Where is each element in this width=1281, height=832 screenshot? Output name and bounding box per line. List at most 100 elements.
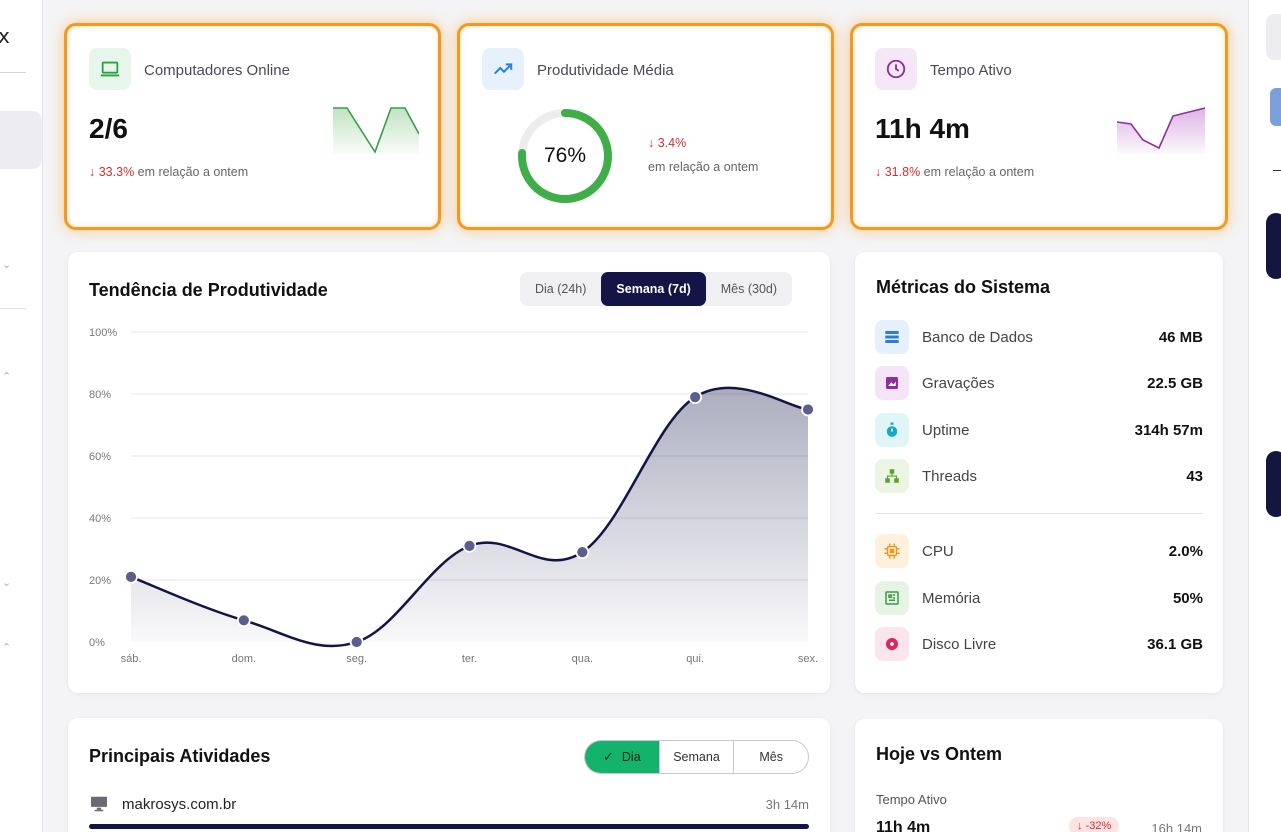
kpi-delta-text: em relação a ontem: [923, 165, 1035, 179]
activity-name: makrosys.com.br: [122, 796, 237, 813]
data-point[interactable]: [124, 569, 138, 584]
kpi-productivity-card[interactable]: Produtividade Média 76% ↓ 3.4% em relaçã…: [457, 23, 834, 230]
compare-today: 11h 4m: [876, 819, 931, 832]
kpi-delta: ↓ 31.8% em relação a ontem: [875, 165, 1034, 179]
database-icon: [875, 320, 909, 354]
arrow-down-icon: ↓: [89, 165, 96, 179]
kpi-active-time-card[interactable]: Tempo Ativo 11h 4m ↓ 31.8% em relação a …: [850, 23, 1228, 230]
metric-value: 314h 57m: [1134, 421, 1203, 439]
kpi-title: Computadores Online: [144, 62, 290, 79]
x-tick-label: seg.: [346, 653, 367, 665]
chevron-down-icon[interactable]: ⌄: [2, 576, 12, 589]
chevron-up-icon[interactable]: ⌃: [2, 370, 12, 383]
metric-label: Disco Livre: [922, 635, 997, 653]
compare-delta: -32%: [1085, 820, 1112, 832]
activities-title: Principais Atividades: [89, 746, 271, 766]
kpi-delta-value: 3.4%: [657, 136, 687, 150]
metric-label: Memória: [922, 589, 981, 607]
activity-progress-bar: [89, 824, 809, 829]
y-tick-label: 80%: [89, 389, 111, 401]
trend-range-selector: Dia (24h) Semana (7d) Mês (30d): [520, 272, 793, 306]
metric-cpu: CPU 2.0%: [875, 533, 1203, 569]
check-icon: ✓: [603, 749, 614, 765]
data-point[interactable]: [349, 635, 364, 649]
metric-label: Threads: [922, 467, 978, 485]
y-tick-label: 60%: [89, 451, 111, 463]
data-point[interactable]: [236, 613, 251, 628]
trending-up-icon: [482, 48, 524, 90]
data-point[interactable]: [801, 402, 815, 417]
kpi-delta-value: 31.8%: [884, 165, 921, 179]
kpi-delta-text: em relação a ontem: [648, 160, 759, 174]
range-month-button[interactable]: Mês (30d): [720, 282, 778, 296]
metric-value: 43: [1186, 467, 1203, 485]
close-icon[interactable]: x: [0, 24, 10, 48]
compare-delta-badge: ↓ -32%: [1069, 817, 1120, 832]
kpi-delta: ↓ 33.3% em relação a ontem: [89, 165, 248, 179]
divider: [0, 72, 26, 73]
metric-value: 2.0%: [1168, 542, 1203, 560]
divider: [0, 308, 26, 309]
data-point[interactable]: [575, 545, 590, 560]
productivity-gauge: [518, 109, 612, 203]
kpi-delta: ↓ 3.4%: [648, 136, 686, 150]
range-day-button[interactable]: Dia (24h): [535, 282, 587, 296]
metric-value: 22.5 GB: [1147, 374, 1203, 392]
productivity-trend-card: Tendência de Produtividade Dia (24h) Sem…: [68, 252, 830, 693]
metric-label: Gravações: [922, 374, 995, 392]
left-sidebar: x ⌄ ⌃ ⌄ ⌃: [0, 0, 43, 832]
period-month-button[interactable]: Mês: [733, 741, 808, 773]
divider: [875, 513, 1203, 514]
activities-period-selector: ✓ Dia Semana Mês: [584, 740, 809, 774]
data-point[interactable]: [462, 538, 477, 553]
x-tick-label: qua.: [572, 653, 593, 665]
metric-uptime: Uptime 314h 57m: [875, 412, 1203, 448]
kpi-value: 11h 4m: [875, 113, 970, 144]
disk-icon: [875, 627, 909, 661]
right-panel-button[interactable]: [1270, 88, 1281, 126]
trend-chart: 0% 20% 40% 60% 80% 100% sáb. dom. seg. ter. qua. qu…: [89, 327, 818, 665]
chevron-up-icon[interactable]: ⌃: [2, 641, 12, 654]
activity-time: 3h 14m: [765, 797, 809, 812]
threads-icon: [875, 459, 909, 493]
right-panel-button[interactable]: [1266, 451, 1281, 517]
metric-database: Banco de Dados 46 MB: [875, 319, 1203, 355]
clock-icon: [875, 48, 917, 90]
metric-value: 50%: [1172, 589, 1203, 607]
x-tick-label: sáb.: [121, 653, 142, 665]
y-tick-label: 0%: [89, 637, 105, 649]
y-tick-label: 40%: [89, 513, 111, 525]
compare-label: Tempo Ativo: [876, 792, 947, 807]
kpi-title: Tempo Ativo: [930, 62, 1012, 79]
arrow-down-icon: ↓: [875, 165, 882, 179]
period-day-button[interactable]: ✓ Dia: [585, 741, 659, 773]
divider: [1273, 170, 1281, 171]
metric-label: CPU: [922, 542, 954, 560]
metric-label: Uptime: [922, 421, 970, 439]
right-panel-button[interactable]: [1266, 14, 1281, 60]
kpi-computers-card[interactable]: Computadores Online 2/6 ↓ 33.3% em relaç…: [64, 23, 441, 230]
cpu-icon: [875, 534, 909, 568]
metric-recordings: Gravações 22.5 GB: [875, 365, 1203, 401]
right-sidebar: [1248, 0, 1281, 832]
chevron-down-icon[interactable]: ⌄: [2, 258, 12, 271]
range-week-button[interactable]: Semana (7d): [601, 272, 706, 306]
kpi-sparkline: [333, 107, 419, 154]
sidebar-selected-item[interactable]: [0, 111, 42, 169]
trend-title: Tendência de Produtividade: [89, 280, 328, 300]
metric-memory: Memória 50%: [875, 580, 1203, 616]
period-label: Dia: [621, 750, 641, 764]
stopwatch-icon: [875, 413, 909, 447]
y-tick-label: 100%: [89, 327, 117, 339]
period-week-button[interactable]: Semana: [658, 741, 734, 773]
kpi-value: 2/6: [89, 113, 128, 144]
metric-value: 46 MB: [1158, 328, 1203, 346]
kpi-delta-text: em relação a ontem: [137, 165, 249, 179]
series-area: [131, 387, 808, 647]
x-tick-label: sex.: [798, 653, 818, 665]
right-panel-button[interactable]: [1266, 213, 1281, 279]
x-tick-label: qui.: [686, 653, 704, 665]
kpi-sparkline: [1117, 107, 1205, 154]
arrow-down-icon: ↓: [648, 136, 655, 150]
data-point[interactable]: [688, 390, 703, 405]
